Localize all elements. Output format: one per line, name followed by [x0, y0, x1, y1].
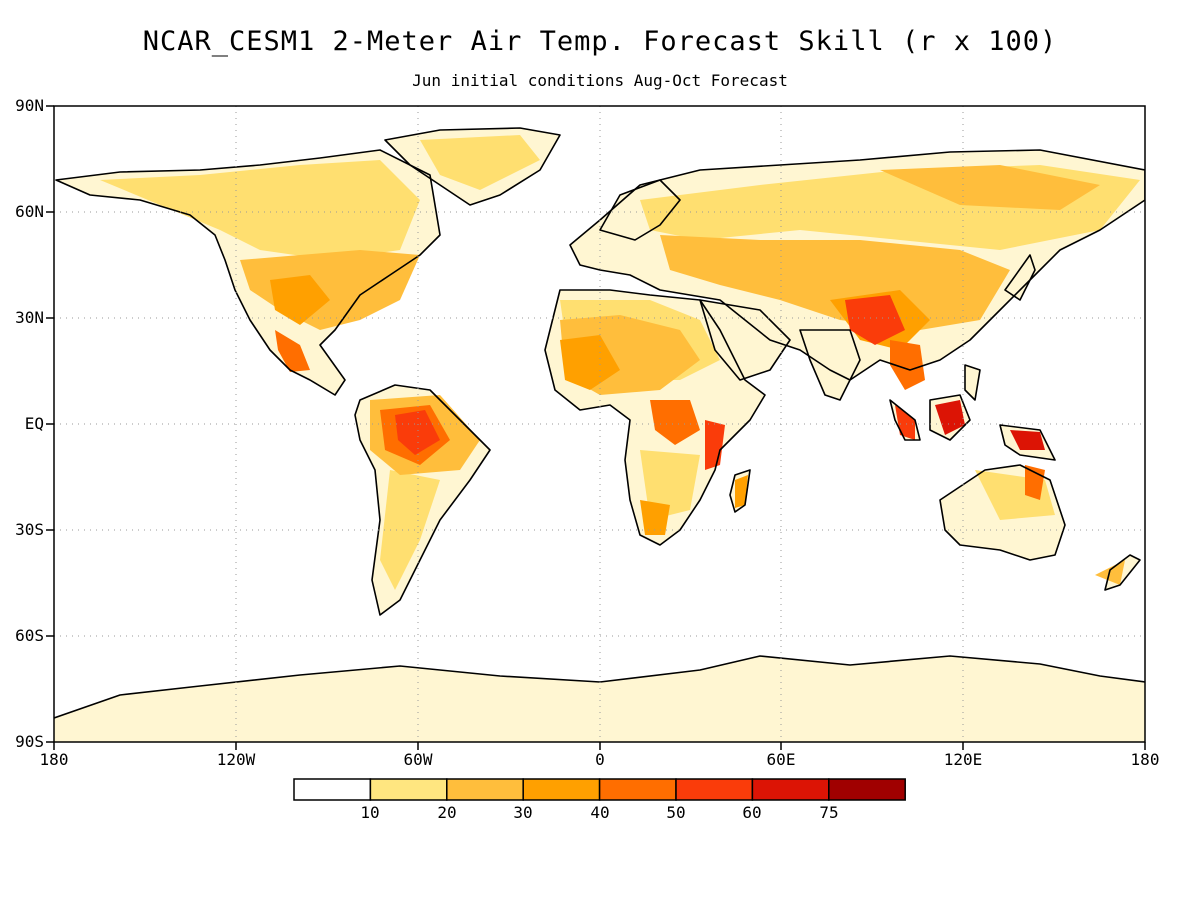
lat-label-30n: 30N	[15, 308, 44, 327]
colorbar-label-75: 75	[819, 803, 839, 822]
lat-label-30s: 30S	[15, 520, 44, 539]
lon-label-180w: 180	[39, 750, 69, 769]
map-subtitle: Jun initial conditions Aug-Oct Forecast	[412, 71, 788, 90]
colorbar-swatch-7	[828, 778, 906, 801]
colorbar-swatch-3	[522, 778, 601, 801]
colorbar-swatch-2	[446, 778, 524, 801]
skill-level-20-30	[240, 165, 1125, 585]
colorbar	[293, 778, 906, 801]
lat-label-90n: 90N	[15, 96, 44, 115]
lat-label-60s: 60S	[15, 626, 44, 645]
skill-level-60-75	[935, 400, 1045, 450]
colorbar-label-10: 10	[360, 803, 380, 822]
colorbar-swatch-4	[598, 778, 677, 801]
lat-label-60n: 60N	[15, 202, 44, 221]
lon-label-120w: 120W	[216, 750, 256, 769]
lon-label-120e: 120E	[943, 750, 983, 769]
skill-shading	[100, 135, 1140, 590]
colorbar-label-60: 60	[742, 803, 762, 822]
map-title: NCAR_CESM1 2-Meter Air Temp. Forecast Sk…	[142, 26, 1058, 57]
lat-label-eq: EQ	[24, 414, 44, 433]
lon-label-0: 0	[595, 750, 605, 769]
colorbar-swatch-0	[293, 778, 372, 801]
gridlines	[54, 106, 1145, 742]
skill-level-50-60	[395, 295, 915, 470]
map-plot	[54, 127, 1145, 742]
colorbar-swatch-5	[675, 778, 754, 801]
ticks	[46, 105, 1146, 750]
colorbar-label-30: 30	[513, 803, 533, 822]
lon-label-60w: 60W	[403, 750, 433, 769]
lon-label-60e: 60E	[766, 750, 796, 769]
lon-label-180e: 180	[1130, 750, 1160, 769]
colorbar-label-40: 40	[590, 803, 610, 822]
colorbar-label-50: 50	[666, 803, 686, 822]
colorbar-swatch-6	[751, 778, 830, 801]
coastlines	[54, 127, 1145, 719]
lat-label-90s: 90S	[15, 732, 44, 751]
colorbar-label-20: 20	[437, 803, 457, 822]
colorbar-swatch-1	[369, 778, 448, 801]
